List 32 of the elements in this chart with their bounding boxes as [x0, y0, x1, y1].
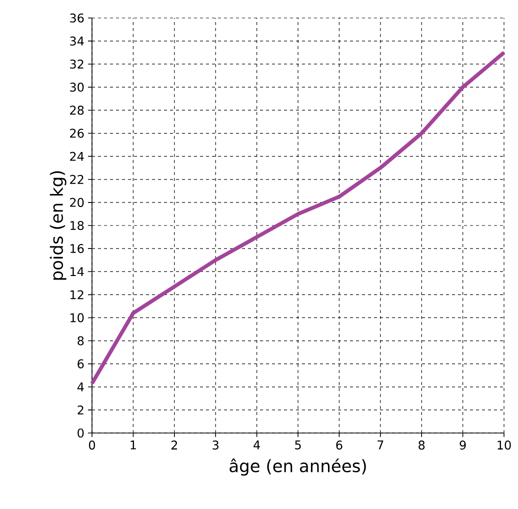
- x-tick-label: 2: [171, 440, 178, 450]
- y-tick-label: 2: [78, 405, 84, 414]
- x-tick-label: 1: [130, 440, 136, 450]
- x-tick-label: 10: [498, 440, 511, 450]
- y-tick-label: 0: [78, 428, 84, 438]
- y-tick-label: 20: [70, 198, 84, 207]
- y-tick-label: 36: [70, 13, 84, 23]
- y-tick-label: 30: [70, 82, 84, 92]
- x-tick-label: 7: [378, 440, 384, 450]
- x-tick-label: 3: [212, 440, 218, 450]
- y-tick-label: 26: [70, 128, 84, 138]
- y-tick-label: 22: [70, 174, 84, 184]
- x-tick-label: 6: [336, 440, 342, 450]
- x-tick-label: 0: [88, 440, 96, 450]
- x-tick-label: 5: [295, 440, 301, 450]
- x-tick-label: 4: [254, 440, 260, 450]
- y-tick-label: 24: [70, 152, 84, 161]
- y-tick-label: 16: [70, 244, 84, 254]
- x-tick-label: 9: [460, 440, 466, 450]
- y-tick-label: 8: [78, 336, 84, 346]
- x-tick-label: 8: [418, 440, 425, 450]
- y-tick-label: 12: [70, 290, 84, 300]
- y-tick-label: 28: [70, 106, 84, 115]
- y-tick-label: 14: [70, 267, 84, 276]
- y-tick-label: 6: [78, 359, 84, 368]
- y-tick-label: 4: [77, 382, 84, 392]
- y-tick-label: 34: [70, 36, 84, 46]
- y-tick-label: 10: [70, 313, 84, 322]
- y-tick-label: 32: [70, 60, 84, 69]
- y-axis-title: poids (en kg): [50, 171, 66, 280]
- x-axis-title: âge (en années): [230, 458, 366, 476]
- y-tick-label: 18: [70, 220, 84, 230]
